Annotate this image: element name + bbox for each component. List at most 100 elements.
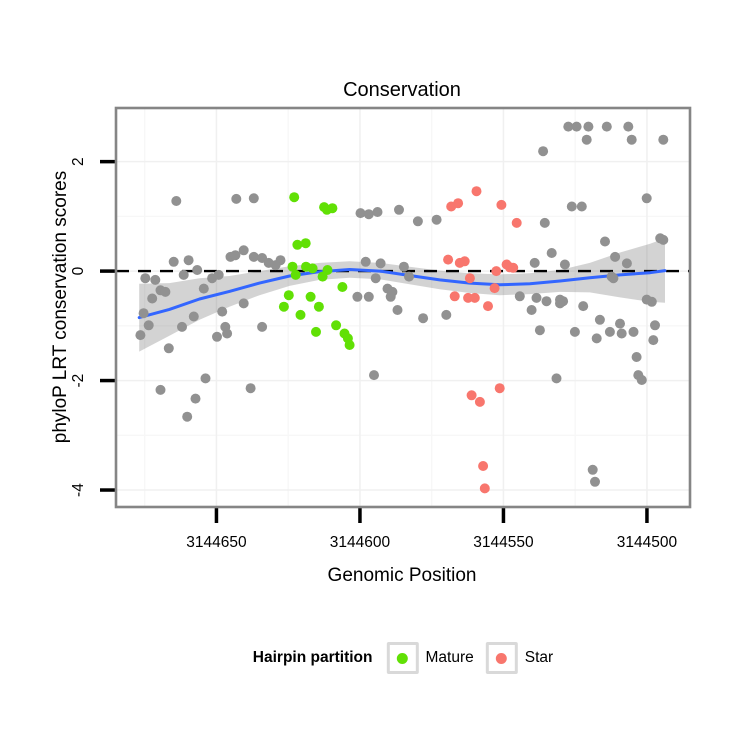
data-point-other [631,352,642,362]
data-point-other [541,296,552,307]
data-point-other [140,273,151,284]
data-point-mature [287,261,298,272]
data-point-other [590,476,600,487]
legend: Hairpin partition Mature Star [253,642,553,674]
data-point-other [658,134,669,145]
data-point-other [171,196,182,206]
data-point-other [238,245,249,256]
data-point-other [363,209,374,220]
data-point-other [641,294,652,305]
data-point-other [404,271,414,282]
data-point-other [147,293,158,304]
data-point-other [238,298,249,309]
plot-panel [116,108,690,507]
data-point-other [192,265,203,275]
chart-title: Conservation [343,79,461,101]
data-point-other [546,248,557,258]
y-tick-label: -4 [70,483,87,497]
data-point-star [483,301,493,312]
data-point-other [571,121,582,132]
data-point-star [479,483,490,494]
ribbon-area [139,238,665,352]
data-point-other [526,305,537,315]
data-point-other [372,207,383,217]
data-point-other [231,193,242,204]
legend-title: Hairpin partition [252,649,373,666]
data-point-other [248,193,259,204]
data-point-mature [331,320,342,331]
data-point-star [449,291,460,302]
data-point-other [539,217,550,228]
data-point-other [183,255,194,266]
data-point-star [478,461,489,471]
data-point-star [464,273,475,284]
data-point-mature [344,340,355,350]
data-point-mature [307,263,318,274]
data-point-other [352,291,363,302]
data-point-star [474,396,485,407]
x-axis-title: Genomic Position [328,565,477,586]
legend-item-mature: Mature [386,642,474,674]
x-tick-label: 3144600 [330,534,391,551]
data-point-other [514,291,525,302]
data-point-other [534,325,545,336]
data-point-other [610,251,621,262]
data-point-mature [295,309,306,320]
data-point-mature [278,301,289,312]
data-point-other [182,411,193,422]
data-point-other [200,373,211,384]
y-tick-label: 2 [70,157,87,166]
data-point-other [230,250,241,261]
data-point-other [441,309,452,320]
data-points [135,121,669,494]
gridlines [116,108,690,507]
data-point-other [601,121,612,132]
data-point-star [508,262,519,273]
data-point-other [578,301,589,312]
data-point-other [217,306,228,317]
data-point-star [469,292,480,303]
data-point-other [583,121,594,132]
data-point-mature [305,291,316,302]
data-point-other [135,330,146,341]
data-point-other [551,373,562,384]
data-point-other [245,383,256,394]
data-point-mature [300,238,311,249]
data-point-other [355,208,366,219]
data-point-other [636,375,647,385]
legend-key-box-mature [386,642,419,674]
data-point-other [369,370,379,381]
data-point-star [494,383,505,394]
data-point-other [608,273,619,284]
data-point-star [511,217,522,228]
panel-border-rect [114,106,692,509]
data-point-other [569,326,580,337]
data-point-other [587,464,598,475]
data-point-other [529,257,540,268]
y-tick-label: -2 [70,374,87,388]
data-point-other [385,291,396,302]
data-point-star [471,186,482,197]
data-point-other [222,328,233,339]
legend-item-star: Star [485,642,554,674]
legend-key-box-star [485,642,518,674]
data-point-other [363,291,374,302]
data-point-other [600,236,610,247]
data-point-other [538,146,549,157]
data-point-other [418,313,429,324]
data-point-mature [327,203,338,214]
data-point-mature [337,282,348,292]
data-point-other [178,269,189,280]
data-point-other [621,258,632,269]
panel-border [114,106,692,509]
data-point-other [615,318,625,329]
data-point-other [213,269,224,280]
data-point-other [648,335,659,346]
data-point-other [270,260,281,271]
data-point-other [412,216,423,227]
data-point-other [531,292,542,303]
legend-label-star: Star [524,649,554,666]
x-tick-label: 3144650 [186,534,247,551]
